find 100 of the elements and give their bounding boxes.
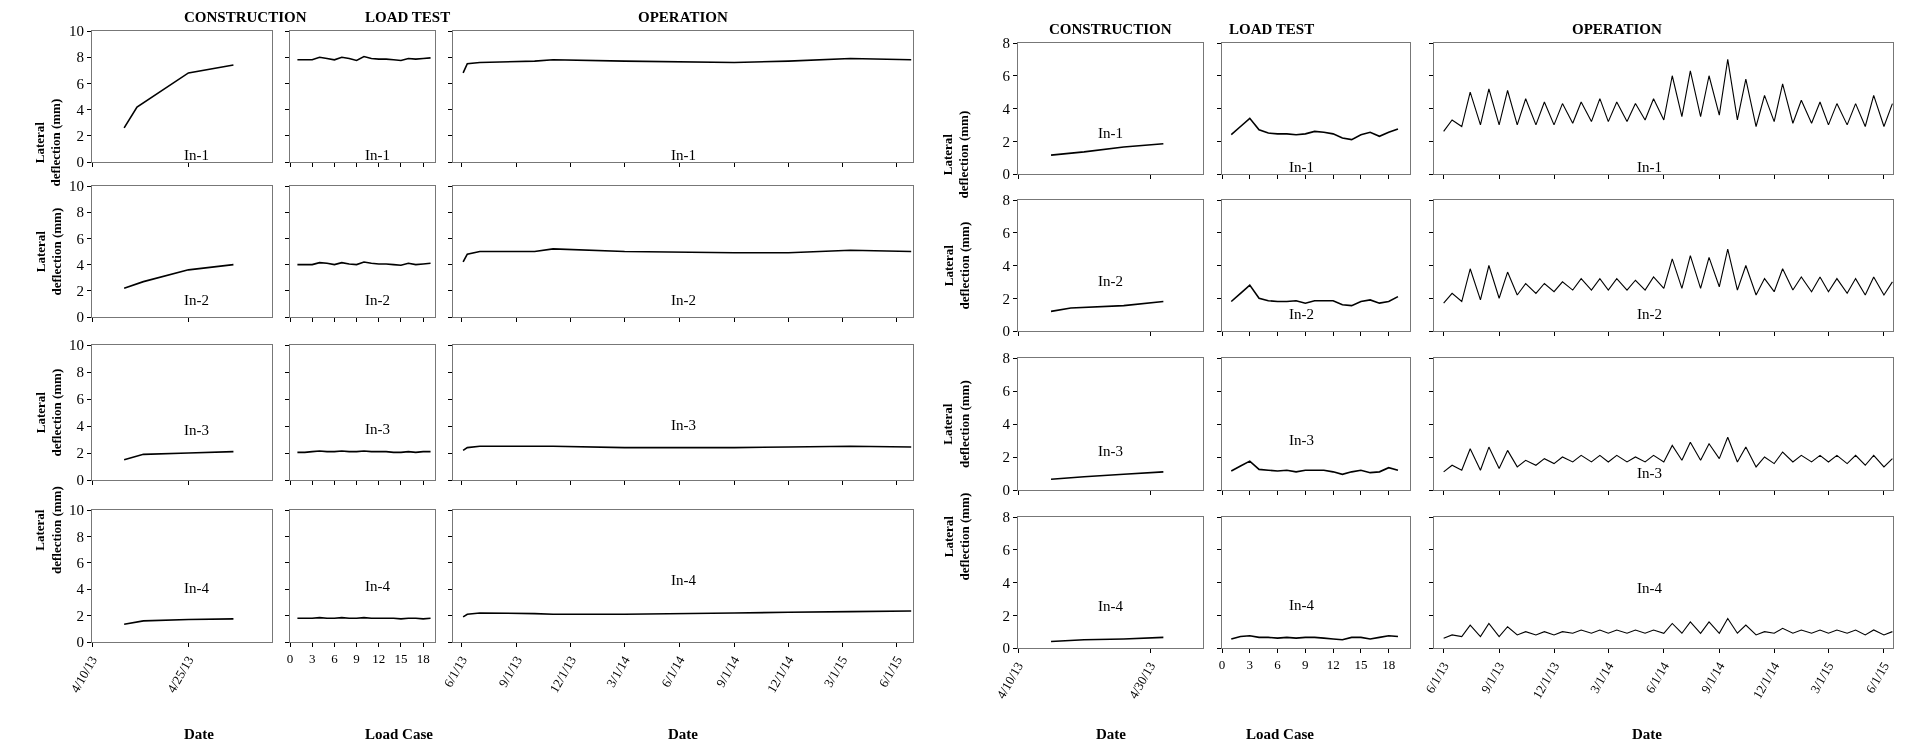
- y-tick-label: 4: [1002, 257, 1011, 274]
- line-series: [1050, 142, 1165, 156]
- series-label: In-4: [671, 572, 697, 588]
- x-tick-label: 18: [1382, 656, 1396, 672]
- series-label: In-2: [1098, 273, 1123, 289]
- chart-title: LOAD TEST: [1229, 21, 1315, 37]
- y-tick-label: 2: [76, 283, 84, 300]
- x-tick-label: 12: [372, 650, 386, 666]
- y-tick-label: 6: [76, 230, 85, 247]
- y-axis-title: Lateral deflection (mm): [32, 368, 65, 457]
- y-tick-label: 8: [76, 204, 84, 221]
- legend-label: In-1: [365, 147, 390, 163]
- y-tick-label: 2: [76, 128, 84, 145]
- series-label: In-4: [184, 580, 210, 596]
- y-tick-label: 6: [1002, 68, 1011, 84]
- line-series: [123, 64, 235, 129]
- y-axis-title: Lateral deflection (mm): [940, 492, 973, 581]
- series-label: In-2: [184, 292, 209, 308]
- chart-title: OPERATION: [638, 9, 728, 25]
- y-tick-label: 0: [1002, 482, 1010, 499]
- series-label: In-3: [1637, 465, 1662, 481]
- line-series: [1050, 471, 1165, 481]
- series-label: In-3: [671, 417, 696, 433]
- y-tick-label: 4: [1002, 574, 1011, 591]
- y-tick-label: 6: [76, 75, 85, 92]
- series-label: In-4: [365, 578, 391, 594]
- y-tick-label: 2: [1002, 133, 1010, 150]
- y-tick-label: 8: [1002, 192, 1010, 209]
- legend-label: In-1: [1637, 159, 1662, 175]
- series-label: In-4: [1289, 597, 1315, 613]
- x-axis-title: Load Case: [365, 726, 434, 742]
- y-tick-label: 0: [76, 154, 84, 171]
- x-tick-label: 12: [1326, 656, 1340, 672]
- x-axis-title: Date: [184, 726, 215, 742]
- series-label: In-3: [184, 422, 209, 438]
- y-tick-label: 4: [76, 101, 85, 118]
- series-label: In-4: [1098, 598, 1124, 614]
- y-tick-label: 0: [1002, 323, 1010, 340]
- y-tick-label: 2: [1002, 607, 1010, 624]
- y-tick-label: 2: [1002, 290, 1010, 307]
- series-label: In-2: [1637, 306, 1662, 322]
- y-tick-label: 6: [1002, 542, 1011, 558]
- text: In-2: [671, 292, 696, 308]
- x-tick-label: 15: [394, 650, 408, 666]
- text: In-1: [184, 147, 209, 163]
- y-tick-label: 0: [1002, 166, 1010, 183]
- y-tick-label: 8: [76, 528, 84, 545]
- line-series: [123, 263, 235, 289]
- series-label: In-3: [1098, 443, 1123, 459]
- text: In-1: [671, 147, 696, 163]
- y-axis-title: Lateral deflection (mm): [32, 486, 64, 574]
- x-tick-label: 0: [286, 650, 294, 666]
- x-tick-label: 15: [1354, 656, 1368, 672]
- y-tick-label: 2: [1002, 449, 1010, 466]
- series-label: In-1: [1098, 125, 1123, 141]
- x-tick-label: 6: [331, 650, 339, 666]
- y-axis-title: Lateral deflection (mm): [32, 207, 65, 296]
- line-series: [123, 450, 235, 461]
- x-tick-label: 0: [1218, 656, 1226, 672]
- y-tick-label: 4: [76, 418, 85, 435]
- series-label: In-2: [365, 292, 390, 308]
- series-label: In-4: [1637, 580, 1663, 596]
- y-tick-label: 8: [1002, 509, 1010, 526]
- series-label: In-2: [1289, 306, 1314, 322]
- y-tick-label: 10: [69, 337, 84, 354]
- x-tick-label: 9: [1302, 656, 1309, 672]
- x-tick-label: 3: [1246, 656, 1254, 672]
- y-axis-title: Lateral deflection (mm): [940, 221, 973, 310]
- x-tick-label: 9: [353, 650, 360, 666]
- y-tick-label: 10: [69, 178, 84, 195]
- y-tick-label: 0: [76, 634, 84, 651]
- chart-title: CONSTRUCTION: [1049, 21, 1172, 37]
- y-tick-label: 6: [1002, 383, 1011, 400]
- chart-title: OPERATION: [1572, 21, 1662, 37]
- y-tick-label: 10: [69, 502, 84, 519]
- y-tick-label: 8: [76, 364, 84, 381]
- y-tick-label: 8: [76, 49, 84, 66]
- y-tick-label: 8: [1002, 350, 1010, 367]
- y-tick-label: 4: [76, 256, 85, 273]
- y-tick-label: 0: [76, 309, 84, 326]
- line-series: [1050, 300, 1165, 313]
- x-axis-title: Load Case: [1246, 726, 1315, 742]
- y-tick-label: 6: [76, 555, 85, 572]
- y-tick-label: 4: [76, 581, 85, 598]
- y-tick-label: 0: [76, 472, 84, 489]
- y-tick-label: 6: [1002, 225, 1011, 241]
- x-tick-label: 3: [308, 650, 316, 666]
- y-tick-label: 2: [76, 445, 84, 462]
- x-tick-label: 18: [416, 650, 430, 666]
- x-axis-title: Date: [1632, 726, 1663, 742]
- chart-title: LOAD TEST: [365, 9, 451, 25]
- y-axis-title: Lateral deflection (mm): [31, 98, 64, 187]
- y-tick-label: 6: [76, 391, 85, 408]
- y-axis-title: Lateral deflection (mm): [940, 380, 972, 468]
- x-axis-title: Date: [1096, 726, 1127, 742]
- chart-title: CONSTRUCTION: [184, 9, 307, 25]
- y-tick-label: 4: [1002, 416, 1011, 433]
- series-label: In-3: [1289, 432, 1314, 448]
- y-tick-label: 4: [1002, 100, 1011, 117]
- y-tick-label: 10: [69, 23, 84, 40]
